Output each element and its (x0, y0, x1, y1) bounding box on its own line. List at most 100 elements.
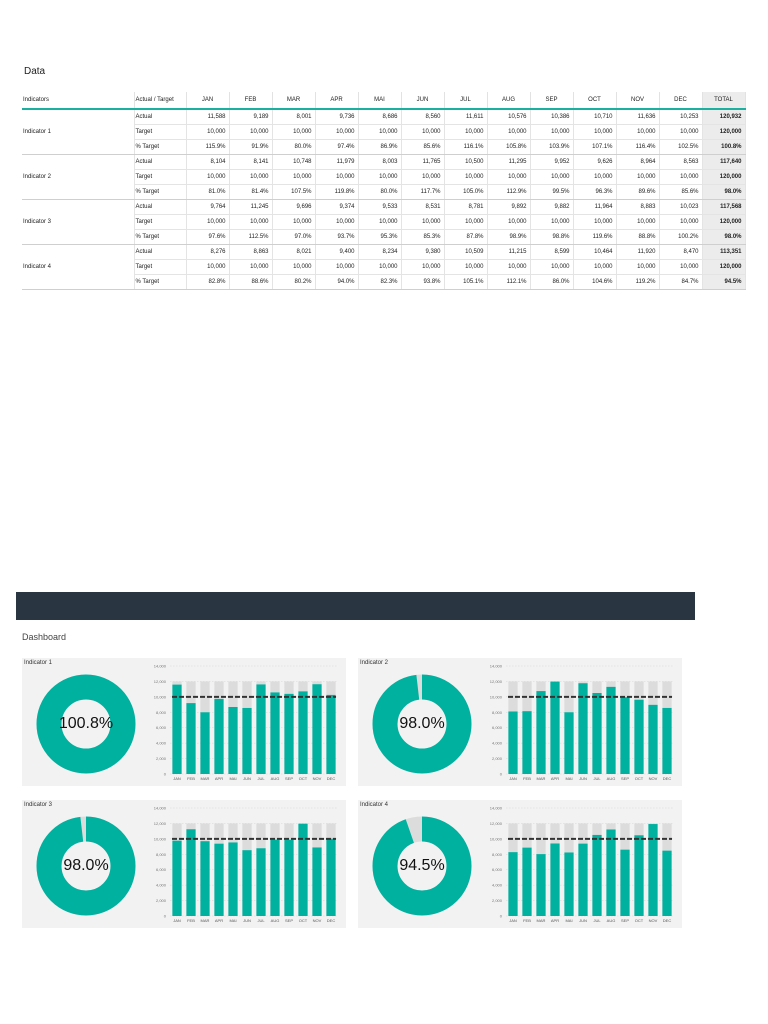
panel-title: Indicator 2 (360, 660, 389, 666)
bar-actual (592, 834, 602, 916)
bar-actual (536, 691, 546, 774)
value-cell: 10,000 (229, 169, 273, 185)
value-cell: 10,000 (530, 214, 574, 230)
bar-actual (620, 849, 630, 916)
y-tick-label: 2,000 (492, 898, 503, 903)
total-cell: 120,000 (702, 169, 746, 185)
x-tick-label: APR (215, 776, 223, 781)
value-cell: 84.7% (659, 274, 703, 290)
column-header: DEC (659, 92, 703, 110)
value-cell: 81.4% (229, 184, 273, 200)
y-tick-label: 12,000 (154, 679, 167, 684)
total-cell: 120,000 (702, 214, 746, 230)
donut-chart: 100.8% (36, 674, 136, 774)
table-row: Indicator 1 Actual 11,588 9,189 8,001 9,736 8,… (22, 109, 746, 155)
value-cell: 85.6% (659, 184, 703, 200)
value-cell: 10,710 (573, 109, 617, 125)
table-row: Target 10,000 10,000 10,000 10,000 10,000 10,0… (22, 124, 746, 140)
column-header: MAI (358, 92, 402, 110)
value-cell: 10,000 (186, 259, 230, 275)
x-tick-label: MAI (229, 918, 236, 923)
value-cell: 97.4% (315, 139, 359, 155)
row-type-cell: Actual (134, 244, 187, 260)
value-cell: 10,000 (444, 259, 488, 275)
row-type-cell: Target (134, 124, 187, 140)
x-tick-label: AUG (607, 776, 616, 781)
value-cell: 11,636 (616, 109, 660, 125)
value-cell: 10,000 (616, 214, 660, 230)
value-cell: 11,295 (487, 154, 531, 170)
value-cell: 10,000 (487, 124, 531, 140)
value-cell: 9,696 (272, 199, 316, 215)
value-cell: 9,380 (401, 244, 445, 260)
value-cell: 10,000 (401, 124, 445, 140)
value-cell: 10,000 (186, 214, 230, 230)
dashboard-header-band (16, 592, 695, 620)
value-cell: 10,000 (401, 214, 445, 230)
table-row: Indicator 4 Actual 8,276 8,863 8,021 9,400 8,2… (22, 244, 746, 290)
x-tick-label: AUG (271, 776, 280, 781)
indicator-name-cell: Indicator 3 (22, 199, 135, 245)
value-cell: 10,000 (358, 124, 402, 140)
value-cell: 10,253 (659, 109, 703, 125)
value-cell: 117.7% (401, 184, 445, 200)
value-cell: 10,000 (229, 124, 273, 140)
column-header: Indicators (22, 92, 135, 110)
value-cell: 10,000 (401, 169, 445, 185)
bar-actual (284, 839, 294, 916)
value-cell: 10,000 (659, 169, 703, 185)
value-cell: 80.2% (272, 274, 316, 290)
value-cell: 10,000 (444, 124, 488, 140)
value-cell: 10,464 (573, 244, 617, 260)
value-cell: 103.9% (530, 139, 574, 155)
value-cell: 85.6% (401, 139, 445, 155)
x-tick-label: JAN (173, 918, 181, 923)
total-cell: 120,000 (702, 259, 746, 275)
value-cell: 98.8% (530, 229, 574, 245)
value-cell: 80.0% (358, 184, 402, 200)
bar-actual (242, 707, 252, 774)
y-tick-label: 12,000 (490, 821, 503, 826)
row-type-cell: % Target (134, 139, 187, 155)
value-cell: 10,000 (659, 259, 703, 275)
table-row: Target 10,000 10,000 10,000 10,000 10,000 10,0… (22, 169, 746, 185)
bar-actual (312, 684, 322, 774)
value-cell: 119.8% (315, 184, 359, 200)
column-header: OCT (573, 92, 617, 110)
value-cell: 105.1% (444, 274, 488, 290)
value-cell: 9,882 (530, 199, 574, 215)
value-cell: 8,531 (401, 199, 445, 215)
value-cell: 11,979 (315, 154, 359, 170)
y-tick-label: 4,000 (492, 883, 503, 888)
value-cell: 10,023 (659, 199, 703, 215)
value-cell: 8,686 (358, 109, 402, 125)
x-tick-label: SEP (621, 776, 629, 781)
x-tick-label: APR (551, 918, 559, 923)
x-tick-label: MAR (537, 918, 546, 923)
y-tick-label: 4,000 (156, 883, 167, 888)
value-cell: 81.0% (186, 184, 230, 200)
value-cell: 10,000 (315, 169, 359, 185)
value-cell: 10,000 (229, 259, 273, 275)
x-tick-label: NOV (313, 918, 322, 923)
column-header: AUG (487, 92, 531, 110)
table-row: % Target 82.8% 88.6% 80.2% 94.0% 82.3% 93.8% 10… (22, 274, 746, 290)
value-cell: 10,000 (315, 259, 359, 275)
value-cell: 8,001 (272, 109, 316, 125)
value-cell: 112.1% (487, 274, 531, 290)
bar-actual (606, 829, 616, 916)
bar-actual (312, 847, 322, 916)
x-tick-label: MAI (565, 918, 572, 923)
donut-percent-label: 94.5% (399, 857, 445, 874)
x-tick-label: JUN (579, 776, 587, 781)
y-tick-label: 12,000 (154, 821, 167, 826)
value-cell: 8,781 (444, 199, 488, 215)
value-cell: 10,000 (229, 214, 273, 230)
value-cell: 10,000 (573, 169, 617, 185)
value-cell: 8,470 (659, 244, 703, 260)
value-cell: 107.1% (573, 139, 617, 155)
x-tick-label: MAR (201, 776, 210, 781)
x-tick-label: APR (215, 918, 223, 923)
indicator-panel: Indicator 2 98.0% 0 2,000 4,000 6,000 8,000 10,… (358, 658, 682, 786)
table-row: Target 10,000 10,000 10,000 10,000 10,000 10,0… (22, 214, 746, 230)
